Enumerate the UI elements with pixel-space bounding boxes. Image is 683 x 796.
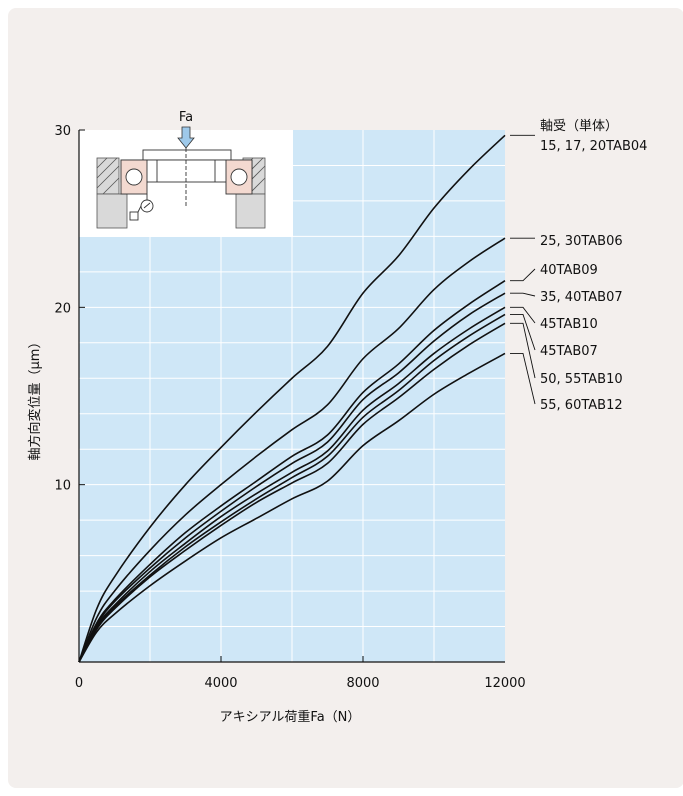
series-label: 35, 40TAB07	[540, 290, 623, 305]
series-line	[78, 134, 506, 663]
y-tick-label: 10	[54, 479, 71, 494]
series-line	[78, 322, 506, 663]
series-leader-line	[510, 292, 536, 297]
x-tick-label: 0	[75, 676, 83, 691]
series-label: 45TAB07	[540, 344, 598, 359]
series-label: 50, 55TAB10	[540, 372, 623, 387]
x-axis-label: アキシアル荷重Fa（N）	[220, 709, 361, 725]
series-label: 55, 60TAB12	[540, 398, 623, 413]
y-axis-label: 軸方向変位量（μm）	[27, 336, 43, 461]
series-label: 15, 17, 20TAB04	[540, 139, 647, 154]
series-leader-line	[510, 322, 536, 379]
y-tick-label: 20	[54, 301, 71, 316]
series-leader-line	[510, 352, 536, 405]
series-labels: 15, 17, 20TAB04 25, 30TAB06 40TAB09 35, 40T…	[510, 134, 647, 413]
series-leader-line	[510, 268, 536, 282]
load-arrow-icon	[177, 126, 195, 149]
bearing-icon	[120, 159, 253, 195]
series-label: 45TAB10	[540, 317, 598, 332]
inset-fa-label: Fa	[179, 110, 193, 125]
dial-indicator-icon	[129, 194, 154, 221]
bearing-diagram-inset: Fa	[79, 110, 293, 237]
axes	[78, 129, 505, 663]
series-line	[78, 292, 506, 663]
series-line	[78, 313, 506, 663]
y-tick-label: 30	[54, 124, 71, 139]
series-label: 25, 30TAB06	[540, 234, 623, 249]
housing-icon	[96, 157, 266, 229]
tick-labels: 0 4000 8000 12000 10 20 30	[54, 124, 525, 691]
legend-header: 軸受（単体）	[540, 118, 618, 134]
x-tick-label: 8000	[346, 676, 379, 691]
series-leader-line	[510, 313, 536, 351]
series-line	[78, 237, 506, 663]
series-line	[78, 352, 506, 663]
series-label: 40TAB09	[540, 263, 598, 278]
series-lines	[78, 134, 506, 663]
series-leader-line	[510, 306, 536, 324]
series-line	[78, 280, 506, 663]
series-line	[78, 306, 506, 663]
x-tick-label: 12000	[484, 676, 525, 691]
x-tick-label: 4000	[204, 676, 237, 691]
